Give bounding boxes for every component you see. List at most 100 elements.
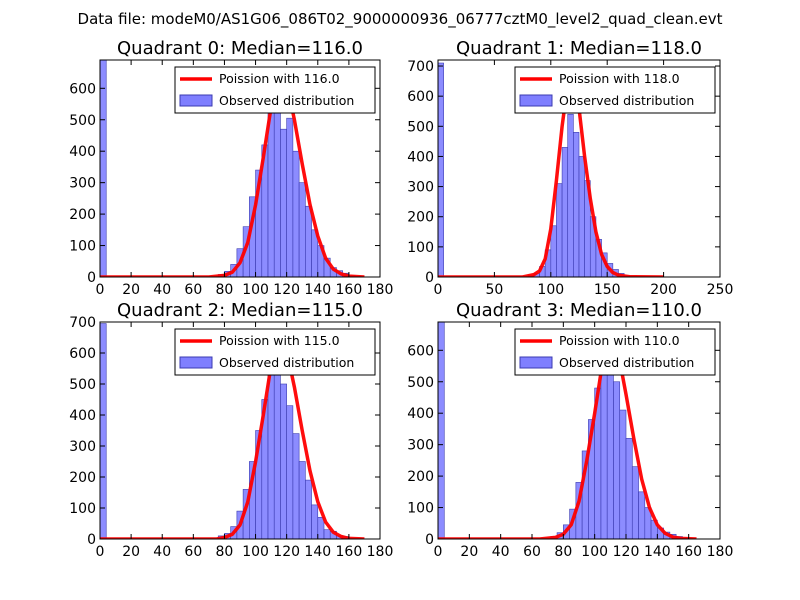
y-tick-label: 100: [69, 239, 96, 255]
histogram-bar: [438, 322, 445, 539]
histogram-bar: [286, 405, 294, 539]
legend-line-label: Poission with 118.0: [559, 71, 680, 86]
histogram-bar: [578, 156, 585, 277]
y-tick-label: 200: [69, 470, 96, 486]
histogram-bar: [267, 111, 275, 277]
y-tick-label: 400: [407, 149, 434, 165]
legend-line-label: Poission with 115.0: [219, 333, 340, 348]
y-tick-label: 100: [407, 240, 434, 256]
histogram-bar: [317, 516, 325, 539]
y-tick-label: 500: [69, 377, 96, 393]
axes-frame: [437, 321, 721, 540]
histogram-bar: [305, 479, 312, 539]
legend: Poission with 110.0 Observed distribution: [514, 328, 716, 376]
quadrant-3-panel: Quadrant 3: Median=110.00 20 40 60 80 100 120 1…: [407, 300, 733, 560]
x-tick-label: 160: [675, 544, 702, 560]
y-tick-label: 400: [69, 144, 96, 160]
x-tick-label: 0: [96, 282, 105, 298]
histogram-bar: [631, 466, 639, 539]
y-tick-label: 100: [69, 501, 96, 517]
x-tick-label: 80: [216, 544, 234, 560]
x-tick-label: 180: [707, 544, 734, 560]
x-tick-label: 80: [554, 544, 572, 560]
x-tick-label: 100: [242, 544, 269, 560]
histogram-bar: [613, 381, 621, 539]
x-tick-label: 150: [594, 282, 621, 298]
y-tick-label: 400: [407, 406, 434, 422]
histogram-bar: [298, 182, 306, 277]
legend-bar-label: Observed distribution: [219, 93, 354, 108]
x-tick-label: 140: [304, 282, 331, 298]
x-tick-label: 100: [242, 282, 269, 298]
x-tick-label: 40: [153, 282, 171, 298]
histogram-bar: [305, 205, 312, 277]
y-tick-label: 600: [407, 89, 434, 105]
y-tick-label: 200: [407, 210, 434, 226]
y-tick-label: 400: [69, 408, 96, 424]
y-tick-label: 300: [407, 438, 434, 454]
x-tick-label: 120: [273, 282, 300, 298]
y-tick-label: 200: [69, 207, 96, 223]
x-tick-label: 80: [216, 282, 234, 298]
legend-line-label: Poission with 116.0: [219, 71, 340, 86]
x-tick-label: 120: [613, 544, 640, 560]
x-tick-label: 100: [581, 544, 608, 560]
histogram-bar: [286, 117, 294, 277]
histogram-bar: [292, 150, 300, 277]
y-tick-label: 500: [407, 375, 434, 391]
legend-bar-swatch: [179, 356, 213, 369]
histogram-bar: [619, 409, 627, 539]
panel-title: Quadrant 1: Median=118.0: [456, 38, 702, 59]
histogram-bar: [556, 183, 563, 277]
x-tick-label: 160: [336, 282, 363, 298]
x-tick-label: 20: [460, 544, 478, 560]
y-tick-label: 100: [407, 501, 434, 517]
legend-line-label: Poission with 110.0: [559, 333, 680, 348]
x-tick-label: 250: [707, 282, 734, 298]
legend-bar-label: Observed distribution: [559, 93, 694, 108]
histogram-bar: [625, 438, 633, 539]
y-tick-label: 500: [407, 119, 434, 135]
x-tick-label: 180: [367, 544, 394, 560]
y-tick-label: 500: [69, 113, 96, 129]
x-tick-label: 60: [184, 544, 202, 560]
histogram-bar: [280, 383, 287, 539]
axes-frame: [99, 321, 381, 540]
y-tick-label: 0: [87, 532, 96, 548]
legend: Poission with 118.0 Observed distribution: [514, 66, 716, 114]
x-tick-label: 140: [644, 544, 671, 560]
histogram-bar: [100, 323, 107, 539]
legend: Poission with 115.0 Observed distribution: [174, 328, 376, 376]
legend-bar-label: Observed distribution: [559, 355, 694, 370]
panel-title: Quadrant 3: Median=110.0: [456, 300, 702, 321]
x-tick-label: 120: [273, 544, 300, 560]
y-tick-label: 700: [407, 59, 434, 75]
y-tick-label: 600: [69, 346, 96, 362]
x-tick-label: 60: [184, 282, 202, 298]
legend-bar-label: Observed distribution: [219, 355, 354, 370]
x-tick-label: 200: [650, 282, 677, 298]
y-tick-label: 600: [407, 343, 434, 359]
histogram-bar: [573, 132, 580, 277]
y-tick-label: 600: [69, 81, 96, 97]
quadrant-1-panel: Quadrant 1: Median=118.0 0 50 100 150 200 250 0…: [407, 38, 733, 298]
x-tick-label: 40: [153, 544, 171, 560]
figure-title: Data file: modeM0/AS1G06_086T02_90000009…: [78, 10, 723, 29]
y-tick-label: 300: [69, 176, 96, 192]
panel-title: Quadrant 0: Median=116.0: [117, 38, 363, 59]
x-tick-label: 100: [537, 282, 564, 298]
histogram-bar: [606, 350, 614, 539]
histogram-bar: [267, 368, 275, 539]
panel-title: Quadrant 2: Median=115.0: [117, 300, 363, 321]
x-tick-label: 140: [304, 544, 331, 560]
legend-bar-swatch: [519, 356, 553, 369]
histogram-bar: [438, 62, 444, 277]
x-tick-label: 50: [485, 282, 503, 298]
y-tick-label: 300: [407, 180, 434, 196]
x-tick-label: 180: [367, 282, 394, 298]
x-tick-label: 60: [523, 544, 541, 560]
y-tick-label: 0: [425, 270, 434, 286]
legend: Poission with 116.0 Observed distribution: [174, 66, 376, 114]
histogram-bar: [280, 128, 287, 277]
